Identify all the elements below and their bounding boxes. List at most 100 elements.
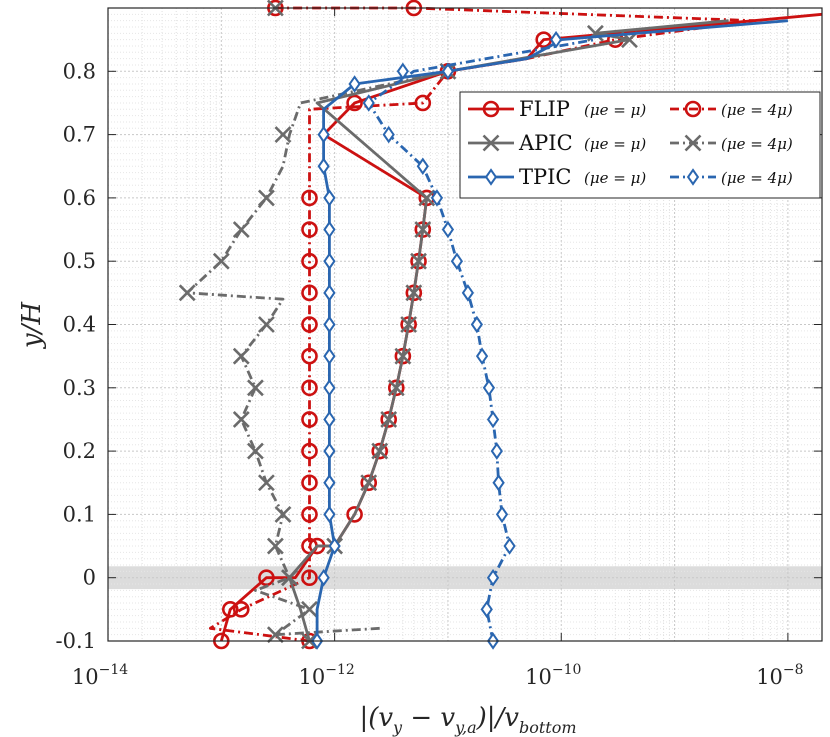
axis-label-layer: y/H |(vy − vy,a)|/vbottom	[17, 301, 577, 737]
x-tick-mantissa: 10	[756, 665, 783, 689]
data-point-flip-4mu	[301, 347, 318, 365]
data-point-apic-4mu	[232, 347, 250, 365]
data-point-tpic-mu	[317, 568, 330, 587]
data-point-flip-4mu	[301, 221, 318, 238]
x-tick-mantissa: 10	[298, 665, 325, 689]
legend-marker-dash-apic	[684, 134, 702, 152]
data-point-apic-4mu	[266, 537, 284, 555]
data-point-apic-4mu-stroke	[266, 537, 284, 555]
y-tick-label: 0.2	[63, 439, 96, 463]
data-point-flip-mu	[221, 601, 239, 618]
data-point-tpic-4mu	[470, 315, 483, 334]
data-point-flip-4mu	[414, 94, 432, 112]
legend-marker-flip	[482, 100, 500, 118]
data-point-apic-4mu	[178, 284, 196, 302]
data-point-apic-4mu-stroke	[247, 379, 264, 397]
x-axis-label-part: bottom	[519, 718, 577, 737]
data-point-apic-mu	[371, 442, 389, 460]
data-point-apic-mu-stroke	[410, 252, 427, 270]
data-point-apic-4mu	[266, 626, 284, 644]
x-axis-label-part: y	[392, 718, 403, 737]
data-point-flip-4mu	[301, 569, 318, 587]
data-point-tpic-mu	[323, 442, 336, 460]
data-point-tpic-mu	[328, 537, 341, 555]
series-tpic-mu	[310, 19, 789, 650]
legend-sub-a-flip: (μe = μ)	[584, 101, 646, 119]
y-tick-label: 0.3	[63, 376, 96, 400]
data-point-flip-4mu	[301, 411, 318, 428]
data-point-tpic-4mu	[362, 94, 375, 112]
x-tick-exponent: −10	[552, 662, 582, 678]
data-point-apic-mu-stroke	[414, 221, 432, 238]
data-point-tpic-4mu	[486, 410, 500, 429]
data-point-apic-4mu	[274, 505, 292, 523]
data-point-tpic-mu	[323, 379, 336, 397]
data-point-apic-4mu-stroke	[232, 411, 250, 428]
x-tick-exponent: −8	[783, 662, 804, 678]
data-point-tpic-mu	[323, 189, 336, 207]
legend-marker-apic	[482, 134, 500, 152]
data-point-tpic-mu	[323, 505, 336, 524]
y-tick-label: 0.5	[63, 249, 96, 273]
data-point-tpic-4mu	[475, 347, 489, 365]
data-point-flip-4mu	[232, 601, 250, 618]
data-point-tpic-mu	[323, 410, 336, 429]
x-axis-label-part: |(v	[359, 703, 393, 733]
data-point-apic-mu-stroke	[387, 379, 405, 397]
data-point-apic-4mu	[257, 316, 275, 333]
legend-box	[459, 91, 821, 199]
x-axis-label-part: − v	[402, 703, 455, 733]
x-tick-exponent: −14	[99, 662, 129, 678]
data-point-tpic-mu	[317, 125, 330, 144]
data-point-tpic-4mu	[480, 600, 493, 619]
data-point-apic-4mu-stroke	[212, 252, 230, 270]
legend-marker-apic-stroke	[482, 134, 500, 152]
data-point-tpic-4mu	[461, 284, 475, 302]
data-point-apic-4mu-stroke	[257, 474, 275, 492]
data-point-flip-mu	[258, 569, 275, 587]
data-point-apic-4mu-stroke	[257, 316, 275, 333]
data-point-apic-mu-stroke	[400, 316, 418, 333]
data-point-apic-mu	[410, 252, 427, 270]
x-tick-mantissa: 10	[525, 665, 552, 689]
data-point-flip-mu	[360, 474, 378, 492]
data-point-apic-4mu	[257, 189, 275, 207]
x-tick-label: 10−10	[525, 662, 581, 689]
data-point-apic-mu	[387, 379, 405, 397]
data-point-apic-mu	[418, 189, 436, 207]
data-point-flip-4mu	[301, 284, 318, 302]
legend-label-tpic: TPIC	[519, 165, 572, 189]
series-apic-4mu	[178, 69, 449, 644]
data-point-tpic-4mu	[382, 125, 395, 144]
legend-label-flip: FLIP	[519, 97, 570, 121]
data-point-apic-mu-stroke	[380, 411, 398, 428]
legend-sub-a-tpic: (μe = μ)	[584, 169, 646, 187]
legend-marker-dash-tpic	[686, 168, 700, 186]
data-point-apic-4mu-stroke	[257, 189, 275, 207]
series-line-tpic-4mu	[367, 38, 596, 642]
data-point-tpic-4mu	[490, 442, 503, 460]
data-point-tpic-mu	[441, 62, 455, 81]
series-line-apic-4mu	[185, 69, 449, 637]
x-axis-label: |(vy − vy,a)|/vbottom	[359, 703, 576, 737]
data-point-flip-4mu	[301, 442, 318, 460]
x-tick-label: 10−12	[298, 662, 354, 689]
y-axis-label: y/H	[17, 301, 47, 349]
data-point-apic-4mu-stroke	[281, 569, 298, 587]
data-point-apic-mu-stroke	[405, 284, 423, 302]
x-tick-label: 10−14	[72, 662, 128, 689]
data-point-apic-mu-stroke	[371, 442, 389, 460]
data-point-tpic-mu	[323, 347, 336, 365]
data-point-flip-4mu	[301, 474, 318, 492]
data-point-apic-4mu	[281, 569, 298, 587]
data-point-tpic-4mu	[486, 568, 500, 587]
data-point-flip-mu	[346, 94, 363, 112]
data-point-tpic-4mu	[482, 379, 496, 397]
legend: FLIP (μe = μ) (μe = 4μ) APIC (μe = μ) (μe = 4…	[459, 91, 821, 199]
x-tick-label: 10−8	[756, 662, 803, 689]
data-point-flip-mu	[346, 506, 363, 523]
data-point-apic-4mu	[257, 474, 275, 492]
data-point-apic-mu	[380, 411, 398, 428]
data-point-apic-4mu-stroke	[274, 505, 292, 523]
x-tick-mantissa: 10	[72, 665, 99, 689]
